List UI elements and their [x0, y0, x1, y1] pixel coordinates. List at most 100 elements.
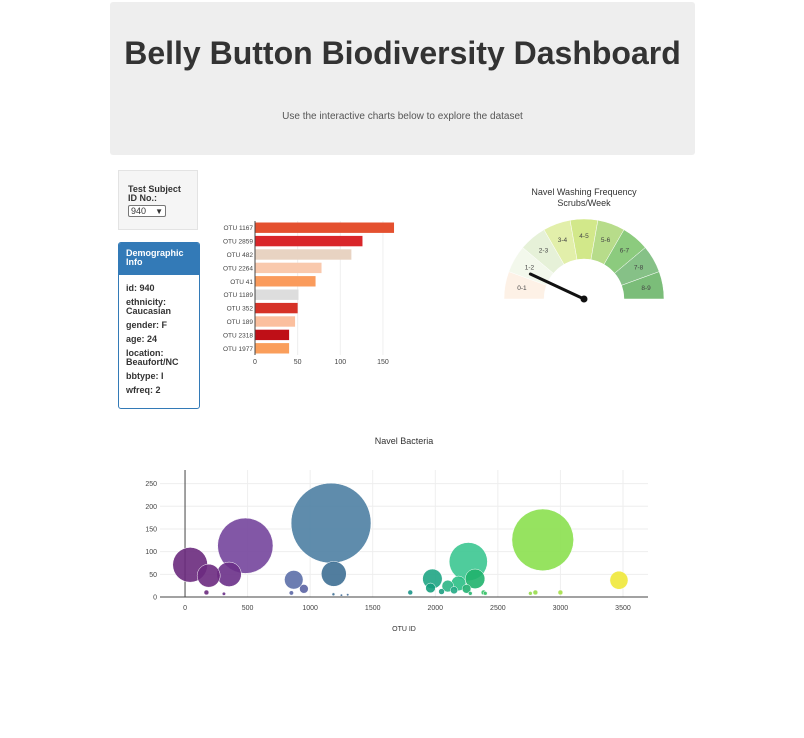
bubble-x-tick-label: 3000 [553, 605, 569, 612]
bubble-y-tick-label: 50 [149, 572, 157, 579]
bubble-y-tick-label: 200 [145, 504, 157, 511]
bubble [438, 588, 445, 595]
demographic-row-gender: gender: F [126, 320, 168, 330]
bar [255, 235, 363, 247]
demographic-row-age: age: 24 [126, 334, 158, 344]
bar-category-label: OTU 2859 [223, 239, 253, 246]
bubble [290, 482, 372, 564]
bubble [532, 589, 539, 596]
demographic-row-location: location: Beaufort/NC [126, 348, 179, 367]
bubble [425, 582, 436, 594]
subject-selector-panel: Test Subject ID No.: 940 ▼ [118, 170, 198, 230]
bubble [339, 593, 343, 597]
bubble-y-tick-label: 150 [145, 526, 157, 533]
gauge-segment-label: 2-3 [539, 248, 549, 255]
gauge-segment-label: 0-1 [517, 285, 527, 292]
bubble-x-tick-label: 1500 [365, 605, 381, 612]
bubble-x-tick-label: 500 [242, 605, 254, 612]
bubble [483, 591, 488, 596]
gauge-segment-label: 1-2 [525, 265, 535, 272]
gauge-segment-label: 3-4 [558, 237, 568, 244]
page-title: Belly Button Biodiversity Dashboard [124, 35, 681, 71]
bubble-y-tick-label: 0 [153, 595, 157, 602]
page-subtitle: Use the interactive charts below to expl… [282, 111, 523, 122]
gauge-segment-label: 5-6 [601, 237, 611, 244]
gauge-segment-label: 4-5 [579, 233, 589, 240]
bar [255, 289, 299, 300]
bubble-x-axis-title: OTU ID [392, 626, 416, 633]
bar-category-label: OTU 41 [230, 279, 253, 286]
gauge-needle [528, 272, 586, 301]
page-header: Belly Button Biodiversity Dashboard Use … [110, 2, 695, 155]
bubble [217, 517, 274, 574]
subject-selector-label: Test Subject ID No.: [128, 184, 181, 203]
bubble-x-tick-label: 0 [183, 605, 187, 612]
bubble [461, 584, 472, 594]
bubble [321, 561, 347, 587]
bubble-x-tick-label: 3500 [615, 605, 631, 612]
top-otu-bar-chart: 0 50 100 150 OTU 1167 OTU 2859 OTU 482 OTU 2264… [223, 221, 395, 366]
bar [255, 222, 395, 233]
gauge-segment-label: 8-9 [641, 285, 651, 292]
bar-category-label: OTU 352 [227, 306, 254, 313]
bubble-x-tick-label: 1000 [302, 605, 318, 612]
bar-category-label: OTU 1167 [223, 225, 253, 232]
subject-id-dropdown[interactable]: 940 ▼ [128, 205, 166, 217]
bar [255, 249, 352, 260]
bubble-x-tick-label: 2500 [490, 605, 506, 612]
bar-category-label: OTU 1977 [223, 346, 253, 353]
bar-category-label: OTU 2264 [223, 265, 253, 272]
bubble [196, 563, 221, 588]
demographic-row-wfreq: wfreq: 2 [126, 385, 161, 395]
demographic-row-id: id: 940 [126, 283, 155, 293]
bar-x-tick-label: 0 [253, 359, 257, 366]
bubble-title: Navel Bacteria [375, 436, 434, 446]
chevron-down-icon: ▼ [155, 207, 163, 216]
gauge-segment-label: 7-8 [634, 265, 644, 272]
bar [255, 329, 290, 341]
gauge-segment [621, 271, 665, 300]
gauge-title: Navel Washing Frequency [531, 187, 637, 197]
gauge-needle-hub [580, 295, 588, 303]
bar-category-label: OTU 189 [227, 319, 254, 326]
bubble [407, 589, 413, 596]
bubble-y-tick-label: 250 [145, 481, 157, 488]
bar [255, 343, 290, 354]
bubble [557, 589, 564, 596]
demographic-info-body: id: 940 ethnicity: Caucasian gender: F age:… [119, 275, 199, 395]
bubble [511, 508, 574, 571]
demographic-info-heading: Demographic Info [119, 243, 199, 275]
bar-category-label: OTU 1189 [223, 292, 253, 299]
demographic-info-panel: Demographic Info id: 940 ethnicity: Cauca… [118, 242, 200, 409]
bubble [221, 591, 226, 596]
bubble [528, 591, 533, 596]
bubble [288, 590, 294, 596]
bubble [450, 586, 458, 595]
bubble [609, 570, 629, 590]
gauge-segment-label: 6-7 [620, 248, 630, 255]
bubble [284, 570, 304, 590]
bubble [468, 591, 473, 596]
gauge-subtitle: Scrubs/Week [557, 198, 611, 208]
bubble [216, 561, 242, 587]
bar [255, 302, 298, 314]
demographic-row-ethnicity: ethnicity: Caucasian [126, 297, 172, 316]
bar-category-label: OTU 482 [227, 252, 254, 259]
bar-category-label: OTU 2318 [223, 332, 253, 339]
bar [255, 276, 316, 287]
bubble [346, 593, 350, 597]
bar-x-tick-label: 150 [377, 359, 389, 366]
bubble [331, 592, 336, 596]
subject-id-value: 940 [131, 206, 147, 216]
bubble [203, 589, 210, 596]
bubble [299, 584, 309, 594]
bar-x-tick-label: 50 [294, 359, 302, 366]
bar [255, 262, 322, 274]
bubble-y-tick-label: 100 [145, 549, 157, 556]
bar [255, 316, 296, 327]
bar-x-tick-label: 100 [334, 359, 346, 366]
demographic-row-bbtype: bbtype: I [126, 371, 164, 381]
bubble-x-tick-label: 2000 [427, 605, 443, 612]
